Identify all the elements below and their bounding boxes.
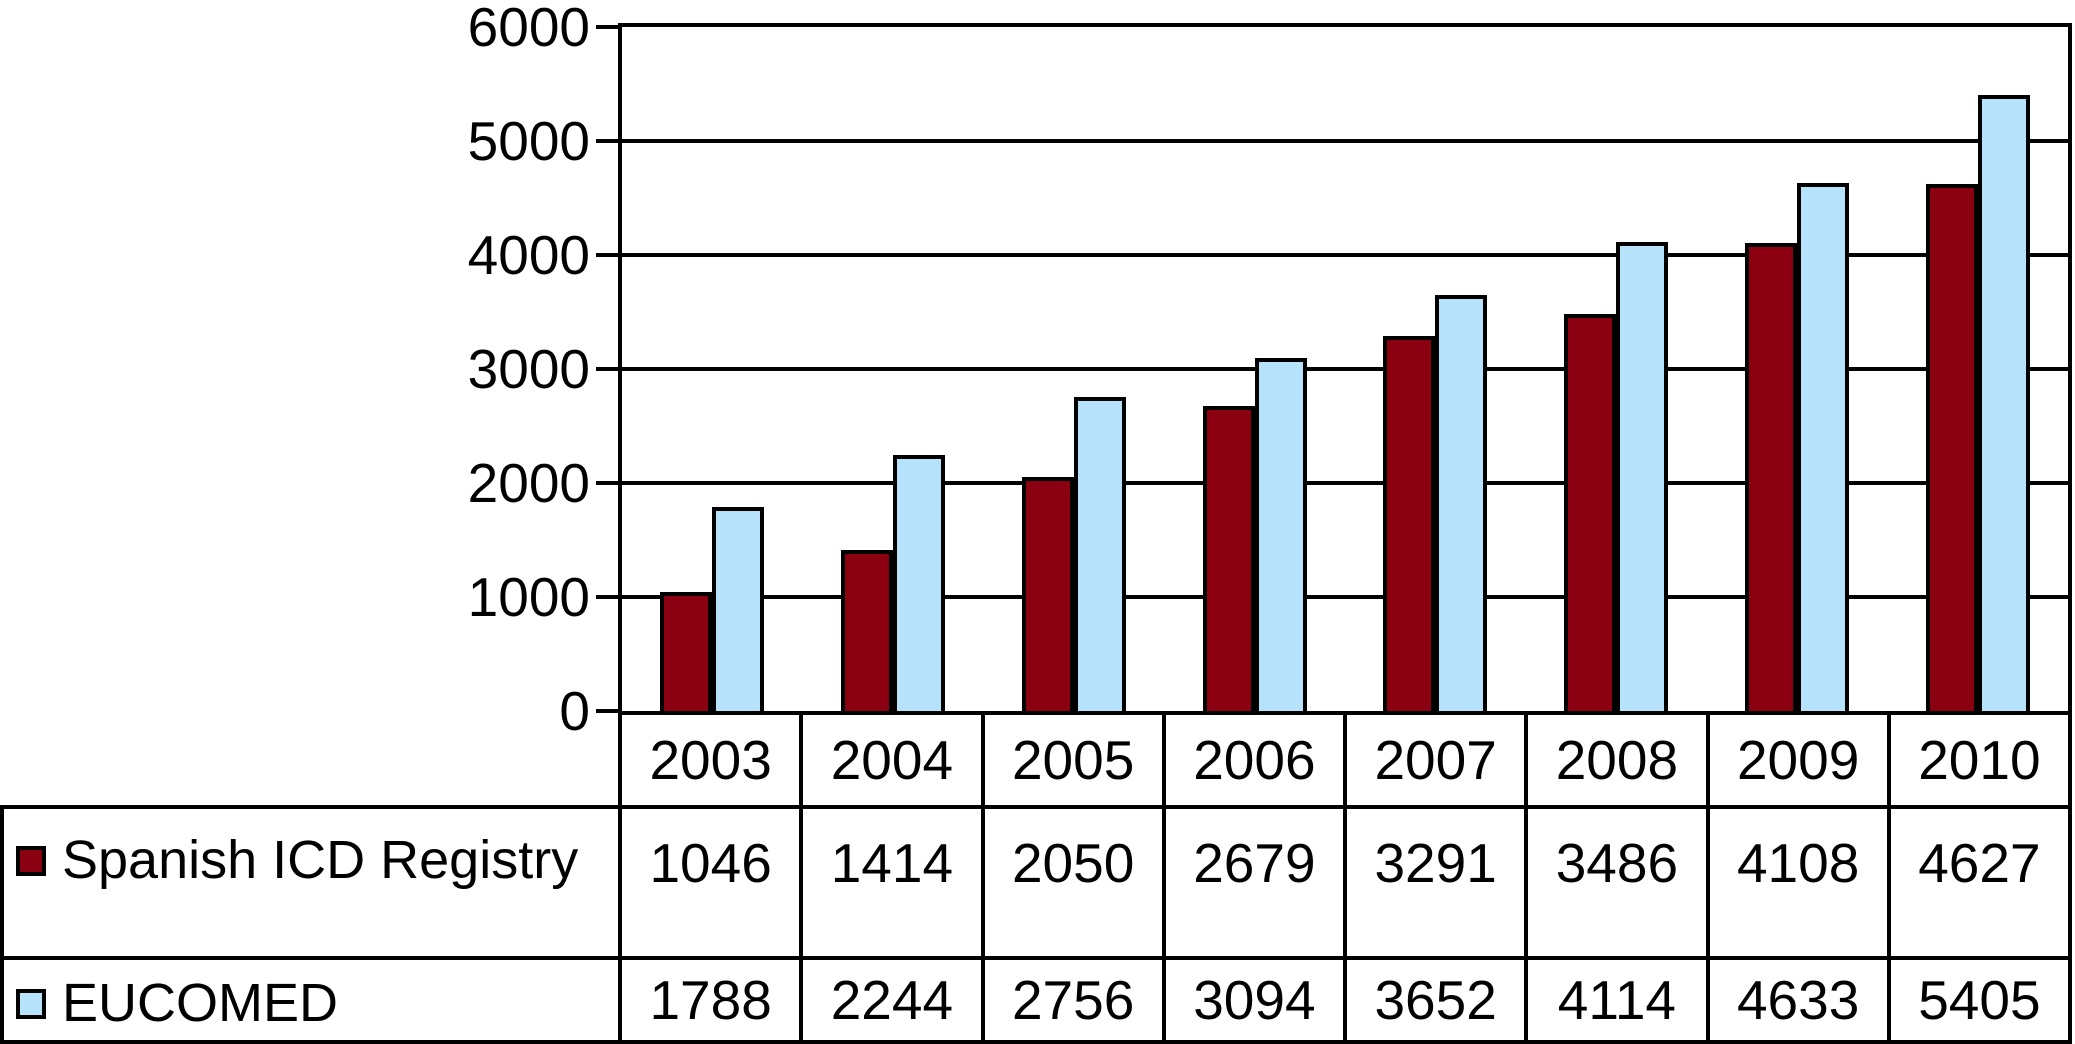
year-cell: 2006 [1166, 715, 1347, 805]
value-cell: 3486 [1528, 809, 1710, 956]
bar-spanish-icd-registry [1021, 477, 1074, 711]
value-cell: 5405 [1918, 969, 2041, 1031]
bar-spanish-icd-registry [660, 592, 713, 711]
gridline [622, 481, 2068, 485]
year-cell: 2005 [985, 715, 1166, 805]
year-cell: 2007 [1347, 715, 1529, 805]
data-table: Spanish ICD Registry 1046 1414 2050 2679 329… [0, 805, 2072, 1044]
table-row-eucomed: EUCOMED 1788 2244 2756 3094 3652 4114 4633 5405 [4, 960, 2068, 1040]
legend-label-spanish-icd-registry: Spanish ICD Registry [62, 830, 579, 890]
y-axis-tick-label: 5000 [467, 110, 590, 172]
y-axis-tick-label: 3000 [467, 338, 590, 400]
year-cell: 2004 [803, 715, 985, 805]
bar-eucomed [1796, 183, 1849, 711]
bar-eucomed [1616, 242, 1669, 711]
value-cells-spanish-icd-registry: 1046 1414 2050 2679 3291 3486 4108 4627 [622, 809, 2068, 956]
bar-eucomed [1435, 295, 1488, 711]
y-axis-tick-mark [596, 139, 618, 143]
bar-spanish-icd-registry [1744, 243, 1797, 711]
bar-eucomed [893, 455, 946, 711]
x-axis-category-row: 2003 2004 2005 2006 2007 2008 2009 2010 [618, 715, 2072, 805]
value-cell: 1046 [622, 809, 804, 956]
year-cell: 2003 [622, 715, 804, 805]
bar-eucomed [1073, 397, 1126, 711]
bar-eucomed [712, 507, 765, 711]
gridline [622, 367, 2068, 371]
gridline [622, 595, 2068, 599]
bar-eucomed [1254, 358, 1307, 711]
value-cell: 4108 [1710, 809, 1891, 956]
value-cell: 3094 [1166, 960, 1347, 1040]
legend-cell-eucomed: EUCOMED [4, 960, 622, 1040]
year-cell: 2008 [1528, 715, 1710, 805]
y-axis-tick-label: 2000 [467, 452, 590, 514]
bar-eucomed [1977, 95, 2030, 711]
value-cells-eucomed: 1788 2244 2756 3094 3652 4114 4633 5405 [622, 960, 2068, 1040]
y-axis-tick-mark [596, 25, 618, 29]
y-axis-tick-label: 4000 [467, 224, 590, 286]
y-axis-tick-mark [596, 367, 618, 371]
y-axis-tick-label: 0 [559, 680, 590, 742]
plot-area [618, 23, 2072, 715]
legend-swatch-eucomed-icon [16, 988, 46, 1019]
bar-spanish-icd-registry [1564, 314, 1617, 711]
bar-spanish-icd-registry [1202, 406, 1255, 711]
year-cell: 2009 [1710, 715, 1891, 805]
year-cell: 2010 [1918, 729, 2041, 791]
value-cell: 1788 [622, 960, 804, 1040]
y-axis-tick-mark [596, 709, 618, 713]
legend-cell-spanish-icd-registry: Spanish ICD Registry [4, 809, 622, 956]
bar-spanish-icd-registry [841, 550, 894, 711]
legend-label-eucomed: EUCOMED [62, 973, 339, 1033]
value-cell: 3291 [1347, 809, 1529, 956]
value-cell: 2244 [803, 960, 985, 1040]
y-axis-tick-mark [596, 253, 618, 257]
y-axis-tick-label: 1000 [467, 566, 590, 628]
value-cell: 3652 [1347, 960, 1529, 1040]
bar-spanish-icd-registry [1383, 336, 1436, 711]
value-cell: 1414 [803, 809, 985, 956]
value-cell: 2679 [1166, 809, 1347, 956]
y-axis-tick-label: 6000 [467, 0, 590, 58]
value-cell: 4114 [1528, 960, 1710, 1040]
legend-swatch-spanish-icd-registry-icon [16, 845, 46, 876]
value-cell: 4633 [1710, 960, 1891, 1040]
value-cell: 4627 [1918, 832, 2041, 894]
table-row-spanish-icd-registry: Spanish ICD Registry 1046 1414 2050 2679 329… [4, 809, 2068, 960]
bar-spanish-icd-registry [1925, 184, 1978, 711]
y-axis-tick-mark [596, 595, 618, 599]
value-cell: 2756 [985, 960, 1166, 1040]
gridline [622, 139, 2068, 143]
value-cell: 2050 [985, 809, 1166, 956]
y-axis-tick-mark [596, 481, 618, 485]
gridline [622, 253, 2068, 257]
